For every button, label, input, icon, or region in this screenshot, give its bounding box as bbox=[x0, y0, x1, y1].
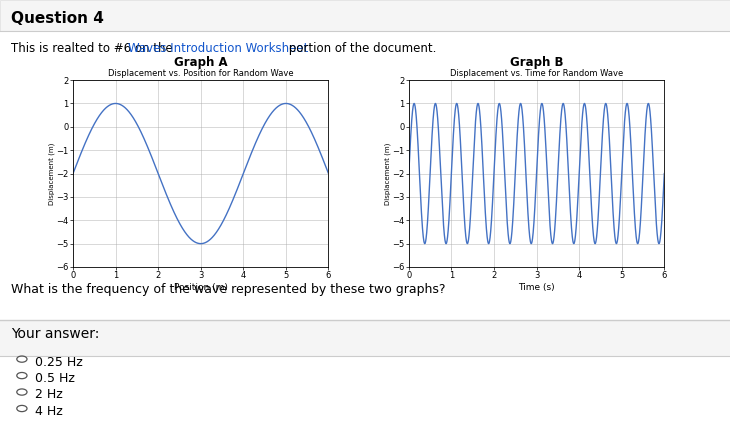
Text: Waves Introduction Worksheet: Waves Introduction Worksheet bbox=[128, 42, 308, 55]
X-axis label: Position (m): Position (m) bbox=[174, 283, 228, 292]
Text: portion of the document.: portion of the document. bbox=[285, 42, 436, 55]
Text: Graph A: Graph A bbox=[174, 56, 228, 69]
Title: Displacement vs. Position for Random Wave: Displacement vs. Position for Random Wav… bbox=[108, 69, 293, 78]
Y-axis label: Displacement (m): Displacement (m) bbox=[385, 142, 391, 205]
Text: 0.5 Hz: 0.5 Hz bbox=[35, 372, 75, 385]
Text: Graph B: Graph B bbox=[510, 56, 564, 69]
Title: Displacement vs. Time for Random Wave: Displacement vs. Time for Random Wave bbox=[450, 69, 623, 78]
Text: 2 Hz: 2 Hz bbox=[35, 388, 63, 401]
Text: 4 Hz: 4 Hz bbox=[35, 405, 63, 418]
Text: Question 4: Question 4 bbox=[11, 11, 104, 26]
X-axis label: Time (s): Time (s) bbox=[518, 283, 555, 292]
Y-axis label: Displacement (m): Displacement (m) bbox=[49, 142, 55, 205]
Text: This is realted to #6 on the: This is realted to #6 on the bbox=[11, 42, 177, 55]
Text: What is the frequency of the wave represented by these two graphs?: What is the frequency of the wave repres… bbox=[11, 283, 445, 295]
Text: Your answer:: Your answer: bbox=[11, 327, 99, 341]
Text: 0.25 Hz: 0.25 Hz bbox=[35, 356, 82, 368]
